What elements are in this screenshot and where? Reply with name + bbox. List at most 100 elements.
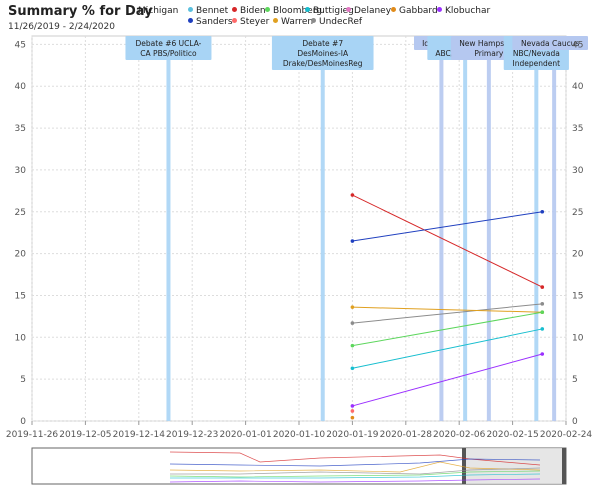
event-line bbox=[439, 36, 444, 421]
legend-item-steyer[interactable]: Steyer bbox=[232, 17, 269, 27]
navigator-mini-line bbox=[170, 473, 541, 479]
legend-dot-icon bbox=[273, 18, 278, 23]
y-tick-label-right: 40 bbox=[572, 82, 584, 92]
event-label: Debate #6 UCLA-CA PBS/Politico bbox=[125, 36, 212, 60]
x-tick-label: 2019-12-23 bbox=[166, 430, 218, 440]
y-tick-label-left: 40 bbox=[15, 82, 27, 92]
grid bbox=[31, 35, 567, 422]
x-tick-label: 2019-12-14 bbox=[113, 430, 166, 440]
x-tick-label: 2020-01-28 bbox=[380, 430, 433, 440]
legend-item-delaney[interactable]: Delaney bbox=[346, 6, 391, 16]
y-tick-label-left: 10 bbox=[15, 333, 27, 343]
y-tick-label-left: 35 bbox=[15, 124, 26, 134]
navigator-mini-line bbox=[169, 470, 541, 478]
range-navigator bbox=[31, 447, 567, 485]
legend-label: Delaney bbox=[354, 6, 392, 16]
event-label-text: Drake/DesMoinesReg bbox=[283, 59, 363, 68]
series-line-sanders bbox=[352, 211, 543, 242]
event-line bbox=[486, 36, 491, 421]
legend-item-sanders[interactable]: Sanders bbox=[188, 17, 233, 27]
data-point-warren bbox=[350, 305, 355, 309]
event-label-text: CA PBS/Politico bbox=[140, 49, 197, 58]
legend-label: Gabbard bbox=[399, 6, 438, 16]
axes: 0 0 5 5 10 10 15 15 20 20 25 25 30 30 35 35 40 40 45 45 2019… bbox=[6, 40, 593, 440]
event-label-text: DesMoines-IA bbox=[297, 49, 349, 58]
legend-item-bloomberg[interactable]: Bloomberg bbox=[265, 6, 322, 16]
event-label-text: Debate #6 UCLA- bbox=[136, 39, 202, 48]
navigator-mini-line bbox=[170, 467, 541, 475]
legend-label: Sanders bbox=[196, 17, 233, 27]
legend-item-gabbard[interactable]: Gabbard bbox=[391, 6, 438, 16]
legend-dot-icon bbox=[232, 18, 237, 23]
x-tick-label: 2019-12-05 bbox=[59, 430, 111, 440]
y-tick-label-left: 0 bbox=[20, 417, 26, 427]
legend-label: Bennet bbox=[196, 6, 229, 16]
legend-label: Warren bbox=[281, 17, 314, 27]
y-tick-label-right: 20 bbox=[572, 250, 584, 260]
legend-item-buttigieg[interactable]: Buttigieg bbox=[305, 6, 354, 16]
y-tick-label-left: 25 bbox=[15, 208, 26, 218]
event-label-box bbox=[125, 36, 212, 60]
event-label: Nevada Caucus bbox=[512, 36, 588, 50]
y-tick-label-right: 15 bbox=[572, 291, 583, 301]
legend-dot-icon bbox=[188, 18, 193, 23]
y-tick-label-left: 45 bbox=[15, 40, 26, 50]
chart-title: Summary % for Day bbox=[8, 4, 153, 19]
navigator-mini-line bbox=[169, 461, 541, 473]
data-point-gabbard bbox=[350, 415, 355, 420]
event-line bbox=[552, 36, 557, 421]
legend-label: Steyer bbox=[240, 17, 270, 27]
data-point-undecref bbox=[540, 302, 545, 306]
legend-item-warren[interactable]: Warren bbox=[273, 17, 313, 27]
series-line-warren bbox=[352, 306, 543, 313]
x-tick-label: 2020-01-19 bbox=[326, 430, 379, 440]
data-point-biden bbox=[350, 193, 355, 197]
event-label-text: Nevada Caucus bbox=[521, 39, 579, 48]
series-line-biden bbox=[352, 194, 543, 288]
legend-label: Bloomberg bbox=[273, 6, 322, 16]
data-point-sanders bbox=[350, 239, 355, 243]
data-point-klobuchar bbox=[540, 352, 545, 356]
legend-label: Klobuchar bbox=[445, 6, 491, 16]
legend-item-klobuchar[interactable]: Klobuchar bbox=[437, 6, 490, 16]
data-point-buttigieg bbox=[350, 366, 355, 371]
event-label-text: NBC/Nevada bbox=[513, 49, 560, 58]
series-lines bbox=[350, 193, 545, 420]
data-point-bloomberg bbox=[540, 310, 545, 314]
x-tick-label: 2020-02-24 bbox=[540, 430, 593, 440]
legend-item-undecref[interactable]: UndecRef bbox=[311, 17, 362, 27]
data-point-klobuchar bbox=[350, 404, 355, 408]
event-label-text: New Hampshire bbox=[459, 39, 519, 48]
y-tick-label-right: 35 bbox=[572, 124, 583, 134]
y-tick-label-left: 5 bbox=[20, 375, 26, 385]
legend-dot-icon bbox=[305, 7, 310, 12]
y-tick-label-right: 45 bbox=[572, 40, 583, 50]
data-point-undecref bbox=[350, 321, 355, 325]
y-tick-label-left: 30 bbox=[15, 166, 27, 176]
data-point-bloomberg bbox=[350, 343, 355, 348]
legend-item-bennet[interactable]: Bennet bbox=[188, 6, 228, 16]
x-tick-label: 2020-02-15 bbox=[486, 430, 538, 440]
navigator-mini-line bbox=[169, 478, 541, 483]
legend-label: UndecRef bbox=[319, 17, 363, 27]
legend-label: Biden bbox=[240, 6, 266, 16]
navigator-handle-left bbox=[462, 448, 466, 484]
legend-dot-icon bbox=[391, 7, 396, 12]
legend-dot-icon bbox=[437, 7, 442, 12]
legend-dot-icon bbox=[265, 7, 270, 12]
legend-dot-icon bbox=[188, 7, 193, 12]
state-label: Michigan bbox=[138, 6, 179, 16]
event-label-box bbox=[512, 36, 588, 50]
legend-item-biden[interactable]: Biden bbox=[232, 6, 266, 16]
legend-dot-icon bbox=[346, 7, 351, 12]
event-label-text: Debate #7 bbox=[302, 39, 343, 48]
series-line-buttigieg bbox=[352, 328, 543, 369]
x-tick-label: 2019-11-26 bbox=[6, 430, 59, 440]
event-line bbox=[166, 36, 171, 421]
event-label-box bbox=[271, 36, 374, 70]
navigator-mini-line bbox=[169, 451, 541, 466]
y-tick-label-right: 25 bbox=[572, 208, 583, 218]
